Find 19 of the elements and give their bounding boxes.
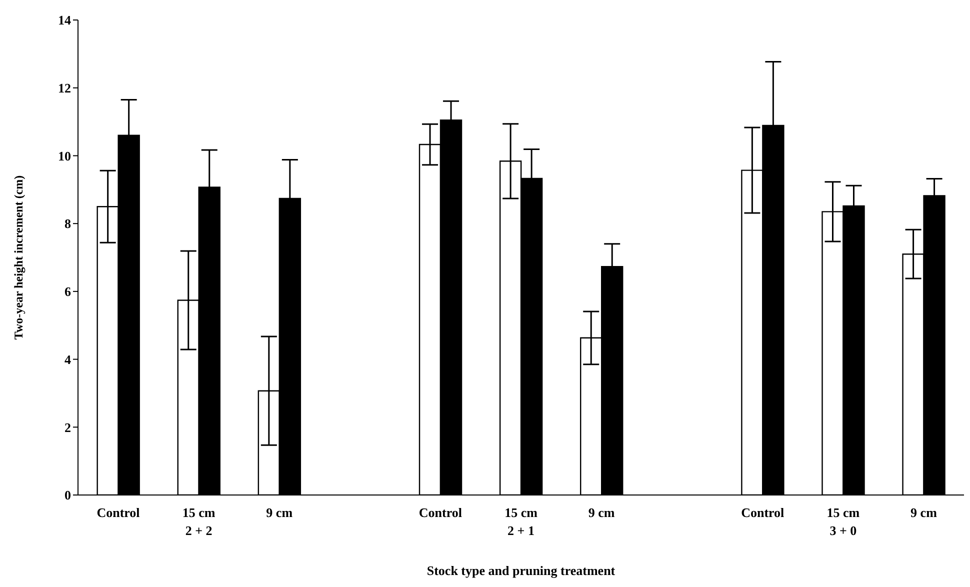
x-tick-label: 9 cm: [588, 505, 615, 520]
y-tick-label: 10: [58, 148, 71, 164]
x-axis-title: Stock type and pruning treatment: [426, 563, 616, 578]
x-tick-label: 15 cm 3 + 0: [826, 505, 860, 538]
x-tick-label: 15 cm 2 + 2: [182, 505, 216, 538]
x-tick-label: 15 cm 2 + 1: [504, 505, 538, 538]
y-axis-title: Two-year height increment (cm): [11, 175, 26, 340]
y-tick-label: 12: [58, 80, 71, 96]
x-tick-label: Control: [741, 505, 785, 520]
x-tick-label: 9 cm: [910, 505, 938, 520]
x-tick-label: Control: [96, 505, 140, 520]
y-tick-label: 8: [64, 216, 72, 232]
x-tick-label: 9 cm: [266, 505, 293, 520]
y-tick-label: 6: [64, 284, 72, 300]
y-tick-label: 14: [58, 12, 72, 28]
y-tick-label: 0: [64, 488, 71, 503]
y-tick-label: 4: [64, 352, 72, 367]
x-tick-label: Control: [418, 505, 462, 520]
y-tick-label: 2: [64, 420, 71, 435]
